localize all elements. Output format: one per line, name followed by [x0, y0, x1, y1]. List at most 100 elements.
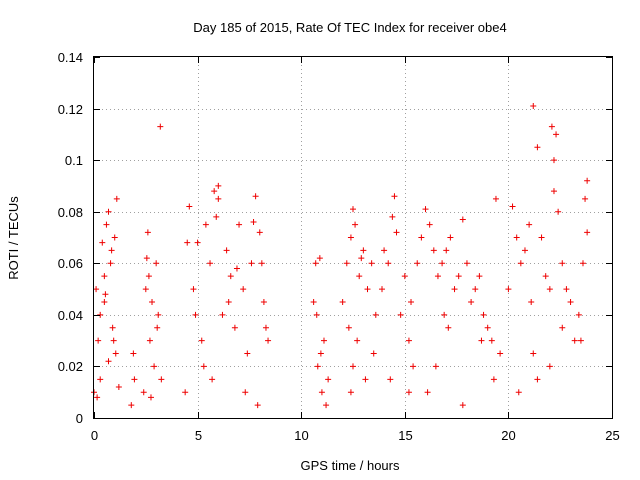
data-point: [455, 273, 462, 280]
data-point: [202, 221, 209, 228]
data-point: [227, 273, 234, 280]
data-point: [110, 337, 117, 344]
chart-title: Day 185 of 2015, Rate Of TEC Index for r…: [193, 20, 506, 35]
data-point: [559, 324, 566, 331]
data-point: [233, 265, 240, 272]
data-point: [393, 229, 400, 236]
data-point: [584, 177, 591, 184]
data-point: [258, 260, 265, 267]
data-point: [184, 239, 191, 246]
data-point: [546, 286, 553, 293]
data-point: [250, 219, 257, 226]
x-tick-label: 20: [501, 428, 515, 443]
data-point: [145, 273, 152, 280]
data-point: [441, 311, 448, 318]
data-point: [158, 376, 165, 383]
data-point: [472, 286, 479, 293]
data-point: [582, 195, 589, 202]
data-point: [497, 350, 504, 357]
data-point: [368, 260, 375, 267]
data-point: [215, 195, 222, 202]
data-point: [313, 311, 320, 318]
data-point: [567, 298, 574, 305]
data-point: [149, 298, 156, 305]
y-tick-label: 0: [76, 411, 83, 426]
data-point: [430, 247, 437, 254]
data-point: [424, 389, 431, 396]
data-point: [468, 298, 475, 305]
data-point: [343, 260, 350, 267]
x-tick-label: 15: [398, 428, 412, 443]
data-point: [209, 376, 216, 383]
data-point: [575, 311, 582, 318]
data-point: [410, 363, 417, 370]
data-point: [256, 229, 263, 236]
data-point: [352, 221, 359, 228]
data-point: [142, 286, 149, 293]
x-axis: 0 5 10 15 20 25: [91, 57, 620, 443]
data-point: [555, 208, 562, 215]
x-tick-label: 10: [294, 428, 308, 443]
data-point: [372, 311, 379, 318]
data-point: [553, 131, 560, 138]
x-tick-label: 25: [605, 428, 619, 443]
data-point: [105, 358, 112, 365]
data-point: [397, 311, 404, 318]
data-point: [231, 324, 238, 331]
data-point: [459, 216, 466, 223]
y-tick-label: 0.02: [58, 359, 83, 374]
data-point: [242, 389, 249, 396]
data-point: [526, 221, 533, 228]
y-tick-label: 0.08: [58, 205, 83, 220]
data-point: [128, 402, 135, 409]
data-point: [546, 363, 553, 370]
y-tick-label: 0.04: [58, 308, 83, 323]
data-point: [434, 273, 441, 280]
data-point: [528, 298, 535, 305]
data-point: [509, 203, 516, 210]
data-point: [153, 260, 160, 267]
y-axis: 0 0.02 0.04 0.06 0.08 0.1 0.12 0.14: [58, 50, 612, 426]
data-point: [95, 337, 102, 344]
data-point: [577, 337, 584, 344]
data-point: [534, 376, 541, 383]
data-point: [354, 337, 361, 344]
data-point: [414, 260, 421, 267]
data-point: [107, 260, 114, 267]
data-point: [422, 206, 429, 213]
data-point: [463, 260, 470, 267]
data-point: [405, 337, 412, 344]
data-point: [490, 376, 497, 383]
data-point: [550, 188, 557, 195]
data-point: [186, 203, 193, 210]
data-point: [115, 384, 122, 391]
data-point: [521, 247, 528, 254]
data-point: [101, 298, 108, 305]
data-point: [408, 298, 415, 305]
data-point: [102, 291, 109, 298]
data-point: [252, 193, 259, 200]
plot-frame: [93, 56, 613, 419]
data-point: [323, 402, 330, 409]
data-point: [144, 229, 151, 236]
data-point: [379, 286, 386, 293]
data-point: [316, 255, 323, 262]
data-point: [131, 376, 138, 383]
data-point: [211, 188, 218, 195]
data-point: [99, 239, 106, 246]
data-point: [360, 247, 367, 254]
data-point: [542, 273, 549, 280]
data-point: [112, 350, 119, 357]
data-point: [101, 273, 108, 280]
data-point: [215, 182, 222, 189]
data-point: [260, 298, 267, 305]
data-point: [563, 286, 570, 293]
data-point: [219, 311, 226, 318]
data-point: [140, 389, 147, 396]
data-point: [225, 298, 232, 305]
data-point: [200, 363, 207, 370]
data-point: [347, 389, 354, 396]
data-point: [317, 350, 324, 357]
data-point: [432, 363, 439, 370]
